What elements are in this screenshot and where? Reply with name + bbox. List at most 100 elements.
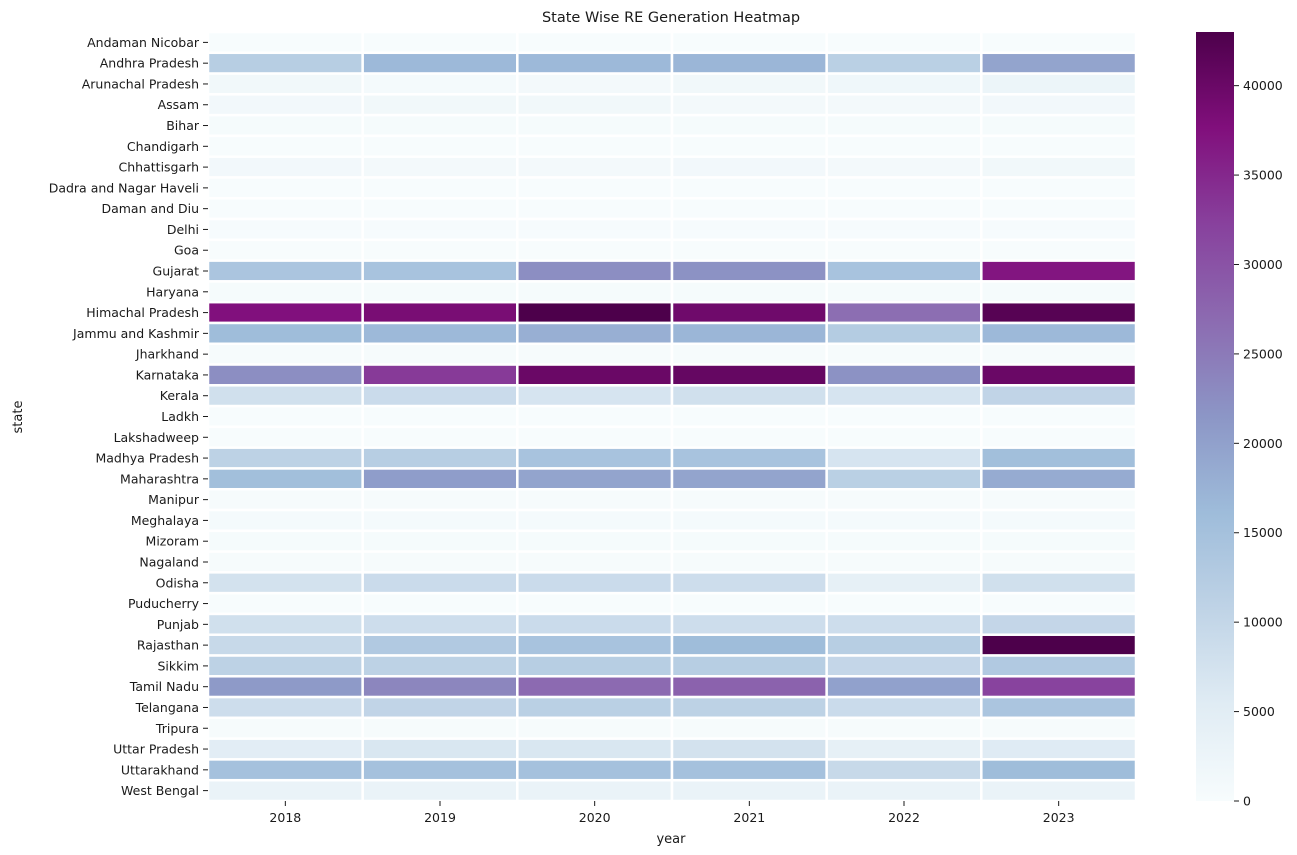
heatmap-cell — [825, 134, 983, 158]
heatmap-cell — [361, 446, 519, 470]
heatmap-cell — [206, 321, 364, 346]
heatmap-cell — [361, 259, 519, 283]
heatmap-cell — [825, 467, 983, 491]
heatmap-cell — [361, 93, 519, 117]
heatmap-cell — [361, 467, 519, 491]
heatmap-cell — [361, 571, 519, 595]
heatmap-cell — [206, 737, 364, 761]
heatmap-cell — [980, 571, 1138, 595]
heatmap-cell — [361, 300, 519, 325]
heatmap-cell — [825, 758, 983, 782]
heatmap-cell — [825, 217, 983, 242]
colorbar-tick-label: 15000 — [1243, 525, 1283, 540]
heatmap-cell — [825, 778, 983, 803]
heatmap-cell — [361, 758, 519, 782]
heatmap-cell — [825, 259, 983, 283]
heatmap-cell — [980, 134, 1138, 158]
y-tick-label: Maharashtra — [120, 471, 199, 486]
heatmap-cell — [516, 695, 674, 720]
heatmap-cell — [825, 176, 983, 200]
heatmap-cell — [516, 363, 674, 387]
heatmap-cell — [980, 113, 1138, 138]
heatmap-cell — [825, 633, 983, 657]
heatmap-cell — [670, 93, 828, 117]
y-tick-label: Ladkh — [161, 409, 199, 424]
heatmap-cell — [670, 217, 828, 242]
y-tick-label: Andhra Pradesh — [100, 56, 199, 71]
heatmap-cell — [516, 778, 674, 803]
heatmap-cell — [361, 134, 519, 158]
colorbar-tick-label: 35000 — [1243, 168, 1283, 183]
heatmap-cell — [206, 155, 364, 179]
heatmap-cell — [980, 176, 1138, 200]
heatmap-cell — [206, 508, 364, 533]
heatmap-cell — [670, 591, 828, 616]
y-tick-label: Meghalaya — [131, 513, 199, 528]
heatmap-cell — [670, 529, 828, 553]
y-tick-label: Mizoram — [146, 534, 199, 549]
heatmap-cell — [825, 93, 983, 117]
y-tick-label: Goa — [174, 243, 199, 258]
heatmap-cell — [980, 300, 1138, 325]
heatmap-cell — [825, 113, 983, 138]
heatmap-cell — [980, 238, 1138, 262]
colorbar: 0 5000 10000 15000 20000 25000 30000 35000 40000 — [1196, 32, 1283, 809]
heatmap-cell — [980, 467, 1138, 491]
heatmap-cell — [670, 571, 828, 595]
heatmap-cell — [825, 508, 983, 533]
y-tick-label: Telangana — [135, 700, 199, 715]
heatmap-cell — [825, 342, 983, 366]
heatmap-cell — [670, 550, 828, 574]
y-tick-label: Kerala — [160, 388, 199, 403]
heatmap-cell — [670, 300, 828, 325]
heatmap-cell — [980, 93, 1138, 117]
heatmap-cell — [516, 238, 674, 262]
y-tick-label: Uttar Pradesh — [113, 742, 199, 757]
heatmap-cell — [825, 487, 983, 512]
heatmap-cell — [670, 134, 828, 158]
heatmap-cell — [825, 612, 983, 636]
heatmap-cell — [980, 758, 1138, 782]
heatmap-cell — [206, 113, 364, 138]
heatmap-cell — [361, 280, 519, 304]
y-tick-label: Daman and Diu — [101, 201, 199, 216]
heatmap-cell — [825, 155, 983, 179]
heatmap-cell — [516, 217, 674, 242]
y-tick-label: Dadra and Nagar Haveli — [49, 180, 199, 195]
heatmap-cell — [516, 404, 674, 429]
heatmap-cell — [206, 446, 364, 470]
heatmap-cell — [670, 238, 828, 262]
heatmap-cell — [980, 612, 1138, 636]
colorbar-tick-label: 0 — [1243, 794, 1251, 809]
heatmap-cell — [980, 487, 1138, 512]
heatmap-cell — [980, 716, 1138, 740]
chart-title: State Wise RE Generation Heatmap — [542, 10, 800, 26]
x-axis-label: year — [656, 832, 686, 847]
heatmap-cell — [670, 404, 828, 429]
heatmap-cell — [825, 550, 983, 574]
heatmap-cell — [361, 591, 519, 616]
x-axis-ticks: 2018 2019 2020 2021 2022 2023 — [269, 801, 1075, 825]
heatmap-cell — [980, 508, 1138, 533]
heatmap-cell — [980, 51, 1138, 75]
heatmap-cell — [980, 529, 1138, 553]
heatmap-cell — [361, 487, 519, 512]
y-tick-label: Himachal Pradesh — [86, 305, 199, 320]
heatmap-cell — [516, 425, 674, 449]
heatmap-cell — [516, 384, 674, 408]
heatmap-cell — [206, 384, 364, 408]
heatmap-cell — [361, 654, 519, 678]
heatmap-cell — [516, 654, 674, 678]
heatmap-cell — [516, 321, 674, 346]
heatmap-cell — [825, 716, 983, 740]
heatmap-cell — [206, 695, 364, 720]
heatmap-cell — [980, 737, 1138, 761]
heatmap-cell — [516, 612, 674, 636]
heatmap-cell — [825, 425, 983, 449]
y-tick-label: Tripura — [155, 721, 199, 736]
heatmap-cell — [206, 633, 364, 657]
heatmap-cell — [825, 363, 983, 387]
heatmap-cell — [980, 259, 1138, 283]
y-tick-label: Odisha — [156, 575, 199, 590]
heatmap-cell — [206, 363, 364, 387]
